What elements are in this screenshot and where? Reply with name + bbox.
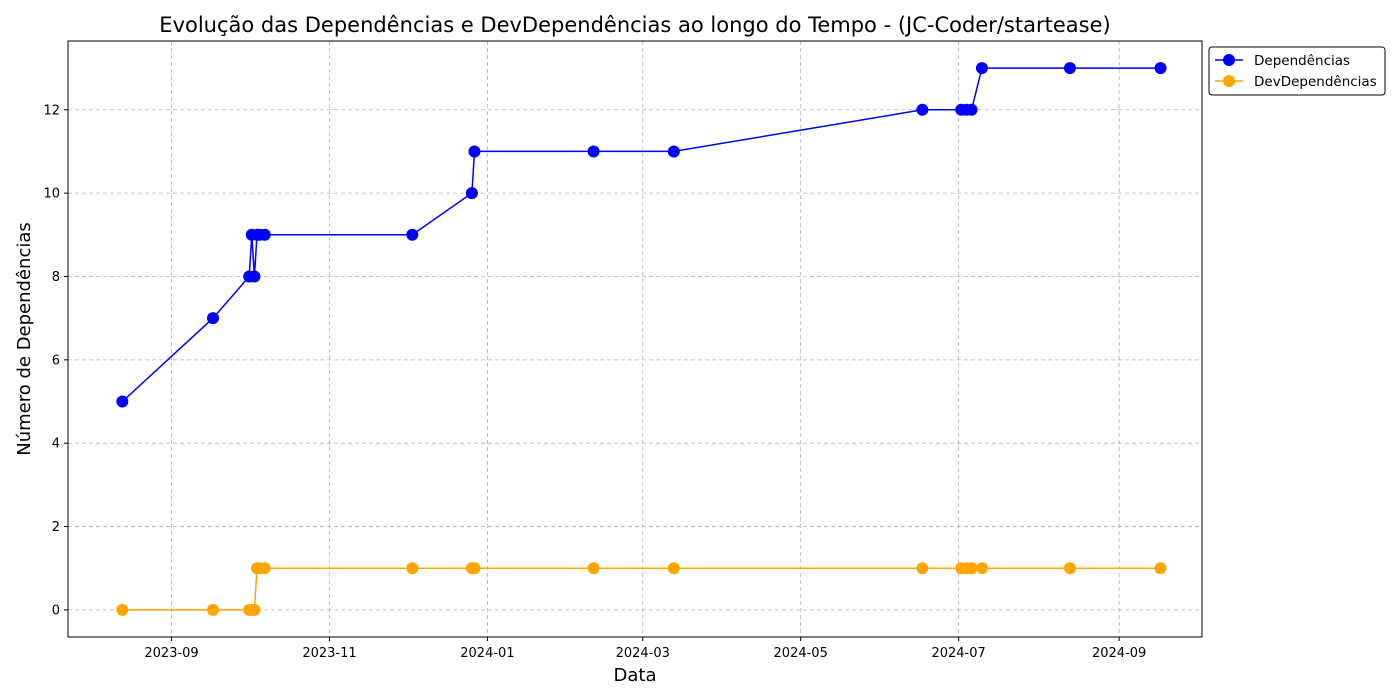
x-tick-label: 2024-07 [931,646,985,661]
data-point-devdependencias [1154,562,1167,575]
data-point-devdependencias [406,562,419,575]
chart-title: Evolução das Dependências e DevDependênc… [159,13,1110,37]
data-point-devdependencias [206,603,219,616]
data-point-devdependencias [587,562,600,575]
series-line-devdependencias [122,567,1161,611]
legend-label-devdependencias: DevDependências [1254,74,1377,90]
y-tick-label: 8 [52,270,60,285]
data-point-dependencias [465,187,478,200]
x-tick-label: 2024-03 [616,646,670,661]
data-point-dependencias [248,270,261,283]
data-point-dependencias [116,395,129,408]
data-point-devdependencias [965,562,978,575]
data-point-devdependencias [116,603,129,616]
y-tick-label: 6 [52,353,60,368]
data-point-devdependencias [258,562,271,575]
data-point-dependencias [965,103,978,116]
y-tick-label: 0 [52,603,60,618]
data-point-devdependencias [248,603,261,616]
y-tick-label: 10 [43,187,60,202]
y-tick-label: 2 [52,520,60,535]
x-tick-label: 2024-01 [460,646,514,661]
data-point-dependencias [258,228,271,241]
data-point-devdependencias [1063,562,1076,575]
data-point-devdependencias [667,562,680,575]
legend-marker-devdependencias [1223,75,1235,87]
data-point-dependencias [667,145,680,158]
grid [68,41,1202,637]
x-axis-label: Data [614,665,657,686]
series-layer [116,62,1167,616]
data-point-dependencias [1154,62,1167,75]
data-point-dependencias [468,145,481,158]
data-point-dependencias [1063,62,1076,75]
data-point-devdependencias [975,562,988,575]
legend-box [1208,46,1386,96]
y-axis-label: Número de Dependências [14,222,35,456]
plot-frame [67,40,1203,638]
data-point-dependencias [206,312,219,325]
x-tick-label: 2023-09 [144,646,198,661]
legend-label-dependencias: Dependências [1254,53,1350,69]
legend: Dependências DevDependências [1208,46,1386,96]
x-axis: 2023-09 2023-11 2024-01 2024-03 2024-05 2024-… [144,637,1146,661]
y-axis: 0 2 4 6 8 10 12 [43,103,68,618]
data-point-devdependencias [468,562,481,575]
series-devdependencias [116,562,1167,616]
y-tick-label: 12 [43,103,60,118]
data-point-dependencias [916,103,929,116]
legend-marker-dependencias [1223,54,1235,66]
data-point-dependencias [587,145,600,158]
data-point-devdependencias [916,562,929,575]
x-tick-label: 2024-09 [1092,646,1146,661]
x-tick-label: 2024-05 [774,646,828,661]
y-tick-label: 4 [52,437,60,452]
series-dependencias [116,62,1167,408]
data-point-dependencias [975,62,988,75]
x-tick-label: 2023-11 [302,646,356,661]
data-point-dependencias [406,228,419,241]
series-line-dependencias [121,67,1161,403]
